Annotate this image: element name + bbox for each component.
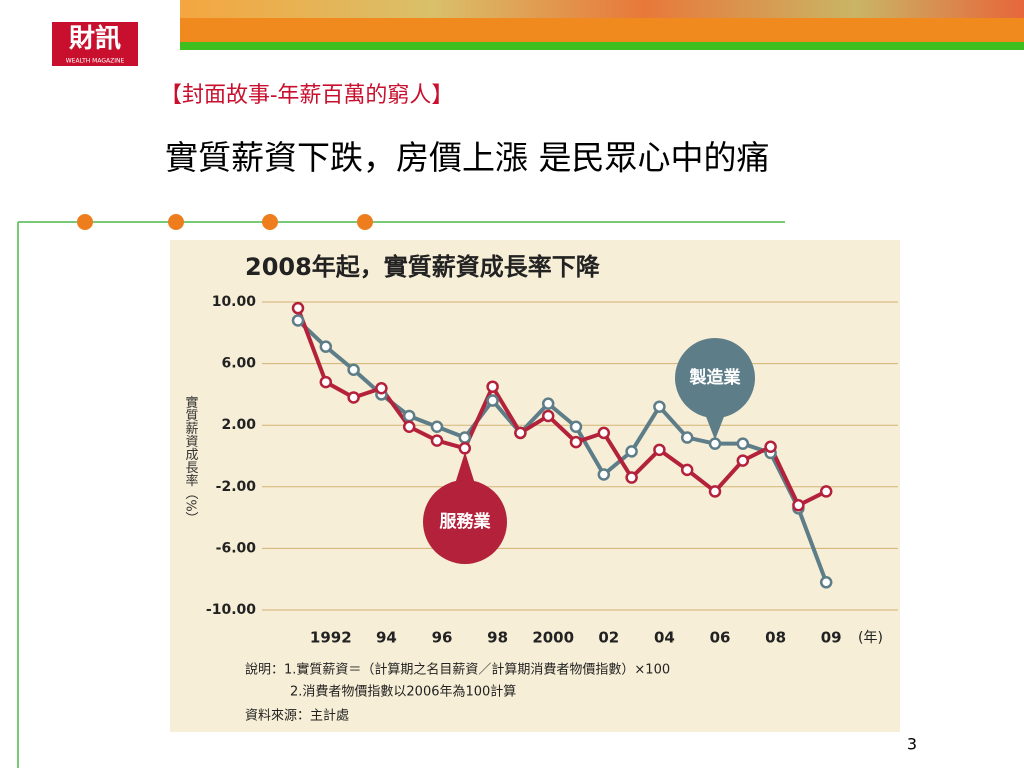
point bbox=[430, 434, 444, 447]
note: 資料來源：主計處 bbox=[245, 708, 349, 724]
point bbox=[402, 409, 416, 423]
point bbox=[764, 440, 777, 454]
point bbox=[486, 394, 499, 407]
point bbox=[819, 485, 833, 498]
point bbox=[680, 463, 694, 477]
dot bbox=[262, 214, 278, 230]
point bbox=[736, 437, 750, 450]
headline: 實質薪資下跌，房價上漲 是民眾心中的痛 bbox=[165, 138, 770, 177]
y-axis-label: 實質薪資成長率（%） bbox=[183, 395, 199, 525]
point bbox=[597, 426, 611, 440]
x-tick-label: 2000 bbox=[532, 629, 574, 647]
chart-background bbox=[170, 240, 900, 732]
point bbox=[625, 471, 638, 484]
y-tick-label: 6.00 bbox=[221, 356, 256, 372]
dot bbox=[168, 214, 184, 230]
section: 【封面故事-年薪百萬的窮人】 bbox=[160, 83, 453, 108]
dot bbox=[357, 214, 373, 230]
point bbox=[541, 397, 555, 410]
point bbox=[347, 363, 360, 377]
point bbox=[541, 409, 555, 423]
callout bbox=[675, 338, 755, 418]
point bbox=[653, 443, 666, 457]
callout-tail bbox=[455, 452, 475, 484]
x-tick-label: 08 bbox=[765, 629, 786, 647]
point bbox=[680, 431, 694, 444]
point bbox=[708, 437, 722, 450]
banner-image bbox=[180, 0, 1024, 18]
y-tick-label: -6.00 bbox=[216, 540, 257, 556]
x-tick-label: 04 bbox=[654, 629, 675, 647]
point bbox=[458, 442, 472, 455]
logo: 財訊 bbox=[69, 23, 121, 54]
x-tick-label: 94 bbox=[376, 629, 397, 647]
point bbox=[625, 445, 638, 458]
callout-tail bbox=[705, 414, 725, 440]
point bbox=[792, 499, 805, 512]
x-tick-label: 02 bbox=[598, 629, 619, 647]
banner-stripe bbox=[180, 42, 1024, 50]
point bbox=[708, 485, 722, 498]
dot bbox=[77, 214, 93, 230]
point bbox=[291, 301, 305, 315]
point bbox=[486, 380, 499, 393]
y-tick-label: -2.00 bbox=[216, 479, 257, 495]
y-tick-label: 2.00 bbox=[221, 417, 256, 433]
x-tick-label: 1992 bbox=[310, 629, 352, 647]
y-tick-label: -10.00 bbox=[206, 602, 256, 618]
logo-sub: WEALTH MAGAZINE bbox=[66, 58, 125, 65]
chart-title: 2008年起，實質薪資成長率下降 bbox=[245, 253, 601, 281]
point bbox=[653, 400, 666, 413]
point bbox=[347, 391, 360, 404]
x-tick-label: 98 bbox=[487, 629, 508, 647]
y-tick-label: 10.00 bbox=[212, 294, 257, 310]
point bbox=[819, 576, 833, 589]
x-unit: (年) bbox=[858, 630, 883, 646]
point bbox=[569, 435, 583, 449]
note: 2.消費者物價指數以2006年為100計算 bbox=[290, 684, 516, 700]
point bbox=[375, 381, 388, 395]
legend-label: 製造業 bbox=[689, 367, 741, 388]
point bbox=[319, 340, 333, 353]
legend-label: 服務業 bbox=[440, 511, 491, 532]
point bbox=[514, 426, 527, 440]
x-tick-label: 06 bbox=[710, 629, 731, 647]
point bbox=[430, 420, 444, 433]
point bbox=[402, 420, 416, 433]
logo-box bbox=[52, 22, 138, 66]
point bbox=[319, 375, 333, 389]
page-number: 3 bbox=[907, 735, 917, 754]
point bbox=[458, 431, 472, 444]
x-tick-label: 09 bbox=[821, 629, 842, 647]
point bbox=[736, 454, 750, 467]
point bbox=[597, 468, 611, 481]
note: 說明：1.實質薪資＝（計算期之名目薪資／計算期消費者物價指數）×100 bbox=[245, 662, 670, 678]
callout bbox=[423, 480, 507, 564]
x-tick-label: 96 bbox=[432, 629, 453, 647]
point bbox=[569, 420, 583, 433]
point bbox=[291, 314, 305, 327]
banner bbox=[180, 18, 1024, 42]
